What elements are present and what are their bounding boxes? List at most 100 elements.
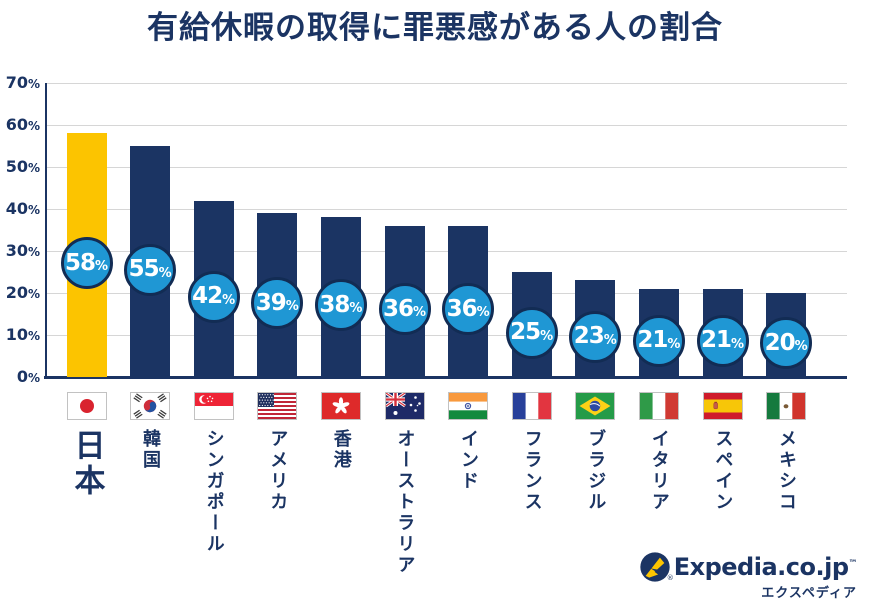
chart-title: 有給休暇の取得に罪悪感がある人の割合 xyxy=(147,10,723,46)
india-flag-icon xyxy=(448,392,489,420)
value-number: 36 xyxy=(382,295,414,322)
value-unit: % xyxy=(222,292,236,308)
gridline xyxy=(45,167,847,168)
gridline xyxy=(45,83,847,84)
tick-unit: % xyxy=(27,329,40,343)
value-number: 20 xyxy=(764,329,796,356)
value-unit: % xyxy=(285,299,299,315)
tick-unit: % xyxy=(27,287,40,301)
gridline xyxy=(45,209,847,210)
tick-value: 50 xyxy=(5,157,28,176)
value-unit: % xyxy=(349,301,363,317)
italy-flag-icon xyxy=(638,392,679,420)
brand-name-japanese: エクスペディア xyxy=(761,586,857,601)
france-flag-icon xyxy=(511,392,552,420)
y-axis-tick-label: 30% xyxy=(0,243,40,259)
tick-value: 60 xyxy=(5,115,28,134)
value-number: 23 xyxy=(573,323,605,350)
value-badge: 42% xyxy=(187,270,240,323)
brazil-flag-icon xyxy=(575,392,616,420)
country-label: ブラジル xyxy=(585,429,607,513)
value-unit: % xyxy=(667,336,681,352)
value-badge: 21% xyxy=(696,314,749,367)
expedia-logo: ® Expedia.co.jp™ エクスペディア xyxy=(639,551,857,601)
gridline xyxy=(45,335,847,336)
expedia-plane-icon: ® xyxy=(639,551,674,583)
tick-unit: % xyxy=(27,371,40,385)
value-number: 36 xyxy=(446,295,478,322)
country-label: シンガポール xyxy=(203,429,225,555)
tick-unit: % xyxy=(27,203,40,217)
value-unit: % xyxy=(94,259,109,275)
value-unit: % xyxy=(730,336,745,352)
country-label: オーストラリア xyxy=(394,429,416,576)
y-axis-tick-label: 0% xyxy=(0,369,40,385)
value-badge: 55% xyxy=(124,243,177,296)
country-label: 韓国 xyxy=(139,429,161,471)
tick-value: 40 xyxy=(5,199,28,218)
value-number: 42 xyxy=(192,283,223,310)
country-label: イタリア xyxy=(648,429,670,513)
spain-flag-icon xyxy=(702,392,743,420)
y-axis-tick-label: 70% xyxy=(0,75,40,91)
tick-value: 10 xyxy=(5,325,28,344)
australia-flag-icon xyxy=(384,392,425,420)
country-label: 日本 xyxy=(68,429,105,499)
value-number: 25 xyxy=(510,319,541,345)
value-unit: % xyxy=(412,305,427,321)
country-label: 香港 xyxy=(330,429,352,471)
value-unit: % xyxy=(476,305,490,321)
country-label: フランス xyxy=(521,429,543,513)
mexico-flag-icon xyxy=(766,392,807,420)
value-badge: 38% xyxy=(314,279,367,332)
country-label: アメリカ xyxy=(267,429,289,513)
value-unit: % xyxy=(158,265,172,281)
registered-mark: ® xyxy=(666,574,674,582)
tick-unit: % xyxy=(27,77,40,91)
value-number: 38 xyxy=(319,291,350,318)
brand-name: Expedia.co.jp™ xyxy=(673,553,858,581)
tick-value: 70 xyxy=(5,73,28,92)
value-badge: 58% xyxy=(60,237,113,290)
y-axis-tick-label: 10% xyxy=(0,327,40,343)
y-axis-tick-label: 40% xyxy=(0,201,40,217)
expedia-logo-row: ® Expedia.co.jp™ xyxy=(639,551,857,583)
value-number: 39 xyxy=(255,289,287,316)
value-badge: 39% xyxy=(251,277,304,330)
usa-flag-icon xyxy=(257,392,298,420)
value-number: 55 xyxy=(128,256,160,282)
value-badge: 25% xyxy=(505,306,558,359)
brand-name-text: Expedia.co.jp xyxy=(673,553,849,581)
value-unit: % xyxy=(540,328,554,344)
value-number: 58 xyxy=(64,249,96,276)
value-badge: 36% xyxy=(442,283,495,336)
value-badge: 36% xyxy=(378,283,431,336)
value-badge: 21% xyxy=(632,314,685,367)
value-badge: 20% xyxy=(760,317,813,369)
y-axis-line xyxy=(45,83,47,377)
singapore-flag-icon xyxy=(193,392,234,420)
trademark-mark: ™ xyxy=(848,559,858,569)
country-label: メキシコ xyxy=(775,429,797,513)
y-axis-tick-label: 50% xyxy=(0,159,40,175)
tick-value: 0 xyxy=(16,367,28,386)
value-badge: 23% xyxy=(569,310,622,363)
tick-unit: % xyxy=(27,161,40,175)
japan-flag-icon xyxy=(66,392,107,420)
tick-value: 30 xyxy=(5,241,28,260)
country-label: インド xyxy=(457,429,479,492)
country-label: スペイン xyxy=(712,429,734,513)
hong-kong-flag-icon xyxy=(320,392,361,420)
y-axis-tick-label: 20% xyxy=(0,285,40,301)
value-unit: % xyxy=(794,339,808,354)
value-number: 21 xyxy=(637,327,668,354)
gridline xyxy=(45,251,847,252)
tick-unit: % xyxy=(27,119,40,133)
south-korea-flag-icon xyxy=(130,392,171,420)
tick-value: 20 xyxy=(5,283,28,302)
x-axis-line xyxy=(44,376,847,379)
gridline xyxy=(45,125,847,126)
tick-unit: % xyxy=(27,245,40,259)
